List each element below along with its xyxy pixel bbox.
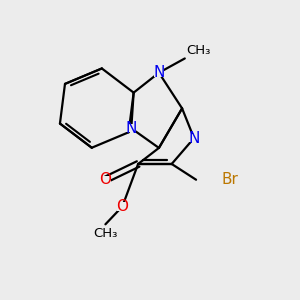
Text: N: N xyxy=(126,121,137,136)
FancyBboxPatch shape xyxy=(117,202,128,211)
FancyBboxPatch shape xyxy=(126,124,136,133)
Text: O: O xyxy=(116,199,128,214)
FancyBboxPatch shape xyxy=(154,69,164,77)
Text: Br: Br xyxy=(221,172,238,187)
Text: CH₃: CH₃ xyxy=(186,44,211,57)
Text: O: O xyxy=(99,172,111,187)
FancyBboxPatch shape xyxy=(100,176,111,184)
Text: CH₃: CH₃ xyxy=(93,227,118,240)
FancyBboxPatch shape xyxy=(189,134,199,142)
Text: N: N xyxy=(188,130,200,146)
Text: N: N xyxy=(153,65,165,80)
